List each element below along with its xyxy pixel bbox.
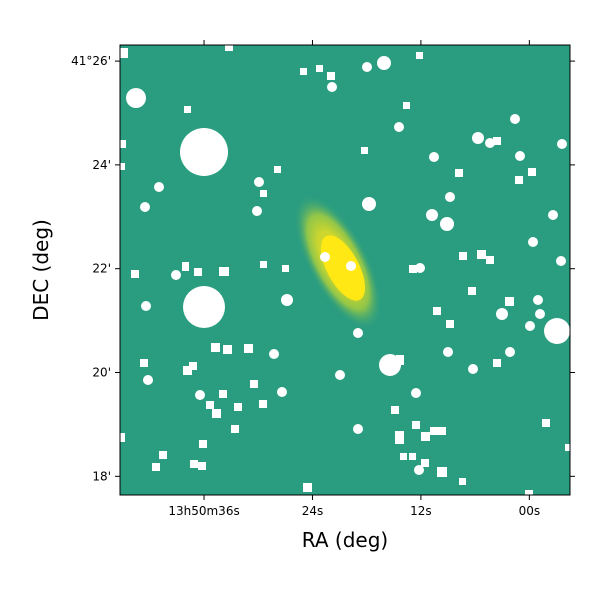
x-tick-label: 13h50m36s bbox=[168, 504, 239, 518]
x-tick-label: 00s bbox=[519, 504, 541, 518]
axes-frame bbox=[119, 44, 571, 496]
y-tick-label: 24' bbox=[92, 158, 111, 172]
x-tick-label: 24s bbox=[302, 504, 324, 518]
y-tick-label: 18' bbox=[92, 469, 111, 483]
image bbox=[120, 45, 570, 495]
y-tick-label: 22' bbox=[92, 262, 111, 276]
x-tick-label: 12s bbox=[410, 504, 432, 518]
y-axis-label: DEC (deg) bbox=[29, 219, 53, 321]
y-tick-label: 20' bbox=[92, 366, 111, 380]
y-tick-label: 41°26' bbox=[71, 54, 111, 68]
x-axis-label: RA (deg) bbox=[302, 528, 388, 552]
